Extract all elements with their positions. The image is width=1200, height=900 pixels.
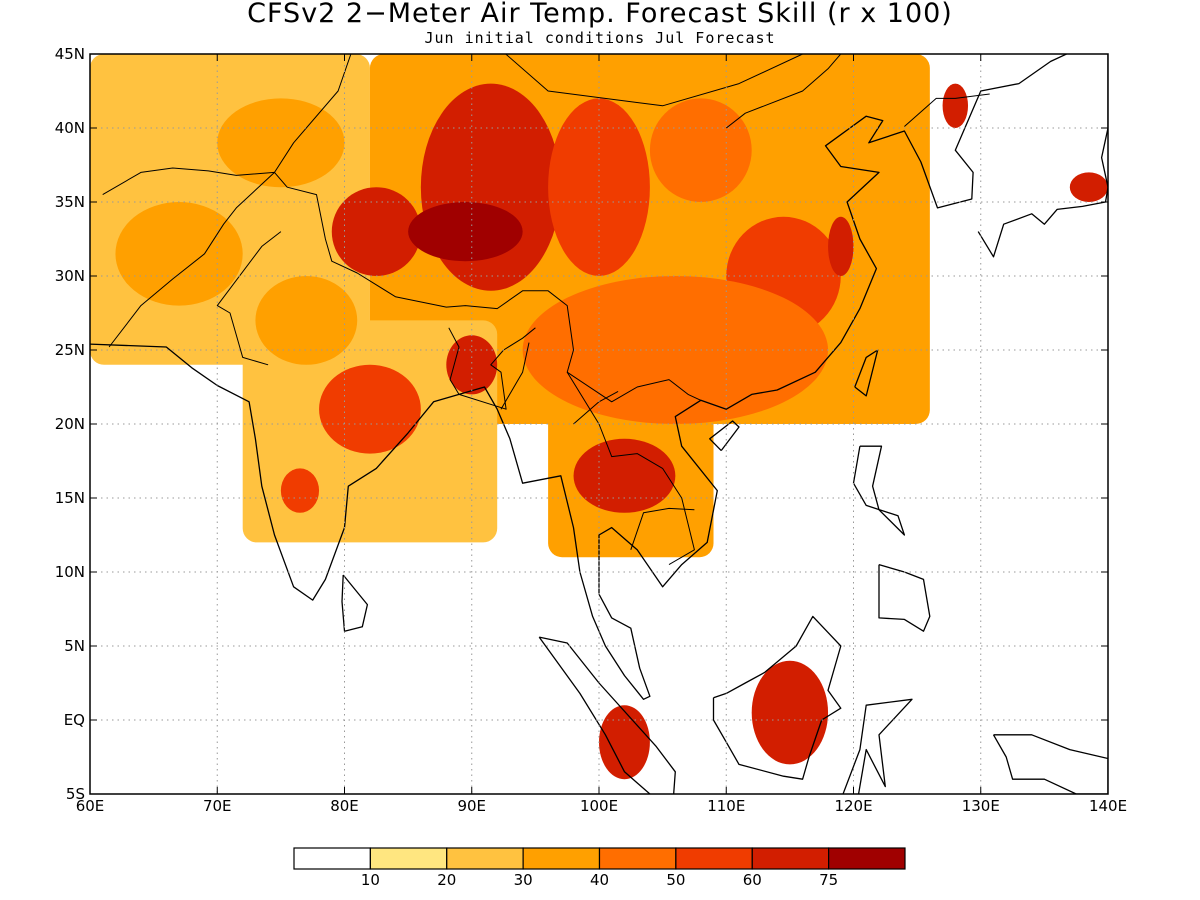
skill-region bbox=[280, 468, 320, 513]
skill-region bbox=[115, 202, 243, 306]
country-border bbox=[500, 342, 530, 410]
y-tick-label: EQ bbox=[64, 711, 85, 729]
x-tick-label: 120E bbox=[834, 797, 872, 815]
skill-region bbox=[522, 276, 829, 424]
skill-region bbox=[1069, 172, 1108, 202]
x-tick-label: 90E bbox=[457, 797, 486, 815]
x-tick-label: 100E bbox=[580, 797, 618, 815]
skill-region bbox=[649, 98, 752, 202]
colorbar-swatch bbox=[522, 847, 601, 870]
skill-region bbox=[408, 202, 523, 262]
country-border bbox=[108, 172, 275, 348]
coastline bbox=[992, 734, 1108, 794]
colorbar-swatch bbox=[369, 847, 448, 870]
coastline bbox=[842, 698, 913, 794]
x-tick-label: 70E bbox=[203, 797, 232, 815]
gridlines bbox=[90, 54, 1108, 794]
country-border bbox=[504, 54, 803, 107]
country-border bbox=[274, 54, 352, 173]
y-tick-label: 15N bbox=[55, 489, 85, 507]
country-border bbox=[448, 327, 536, 410]
x-tick-label: 130E bbox=[962, 797, 1000, 815]
country-border bbox=[216, 231, 282, 366]
skill-region bbox=[828, 216, 854, 276]
skill-region bbox=[319, 364, 421, 454]
x-tick-label: 110E bbox=[707, 797, 745, 815]
skill-region bbox=[217, 98, 345, 188]
skill-region bbox=[255, 276, 358, 365]
y-tick-label: 30N bbox=[55, 267, 85, 285]
colorbar-label: 75 bbox=[819, 871, 838, 889]
skill-region bbox=[942, 83, 969, 128]
coastlines bbox=[90, 54, 1108, 865]
y-tick-label: 40N bbox=[55, 119, 85, 137]
axes: 60E 70E 80E 90E 100E 110E 120E 130E 140E 45N 40N 35… bbox=[55, 45, 1127, 815]
y-tick-label: 25N bbox=[55, 341, 85, 359]
skill-region bbox=[751, 660, 829, 765]
country-border bbox=[566, 371, 695, 566]
colorbar: 10 20 30 40 50 60 75 bbox=[293, 847, 906, 889]
colorbar-swatch bbox=[751, 847, 830, 870]
country-border bbox=[102, 167, 702, 403]
colorbar-swatch bbox=[675, 847, 753, 870]
map-subtitle: Jun initial conditions Jul Forecast bbox=[424, 29, 776, 47]
colorbar-label: 10 bbox=[361, 871, 380, 889]
country-border bbox=[630, 507, 695, 550]
x-tick-label: 60E bbox=[76, 797, 105, 815]
coastline bbox=[90, 54, 1069, 700]
colorbar-label: 50 bbox=[666, 871, 685, 889]
skill-region bbox=[573, 438, 676, 513]
country-border bbox=[904, 93, 990, 127]
colorbar-label: 40 bbox=[590, 871, 609, 889]
y-tick-label: 5S bbox=[66, 785, 85, 803]
skill-region bbox=[420, 83, 561, 291]
skill-region bbox=[599, 705, 650, 780]
y-tick-label: 35N bbox=[55, 193, 85, 211]
coastline bbox=[904, 843, 942, 865]
y-tick-label: 20N bbox=[55, 415, 85, 433]
colorbar-swatch bbox=[446, 847, 524, 870]
coastline bbox=[977, 54, 1108, 258]
coastline bbox=[341, 574, 369, 632]
coastline bbox=[878, 563, 931, 632]
colorbar-swatch bbox=[828, 847, 906, 870]
skill-region bbox=[331, 187, 421, 276]
x-tick-label: 140E bbox=[1089, 797, 1127, 815]
coastline bbox=[709, 420, 740, 452]
colorbar-swatch bbox=[598, 847, 677, 870]
coastline bbox=[538, 636, 676, 794]
colorbar-label: 30 bbox=[514, 871, 533, 889]
country-border bbox=[725, 54, 842, 129]
colorbar-swatch bbox=[293, 847, 371, 870]
y-tick-label: 5N bbox=[64, 637, 85, 655]
y-tick-label: 45N bbox=[55, 45, 85, 63]
colorbar-label: 60 bbox=[743, 871, 762, 889]
coastline bbox=[712, 615, 842, 780]
y-tick-label: 10N bbox=[55, 563, 85, 581]
x-tick-label: 80E bbox=[330, 797, 359, 815]
coastline bbox=[852, 445, 906, 536]
colorbar-label: 20 bbox=[437, 871, 456, 889]
map-title: CFSv2 2−Meter Air Temp. Forecast Skill (… bbox=[247, 0, 953, 29]
